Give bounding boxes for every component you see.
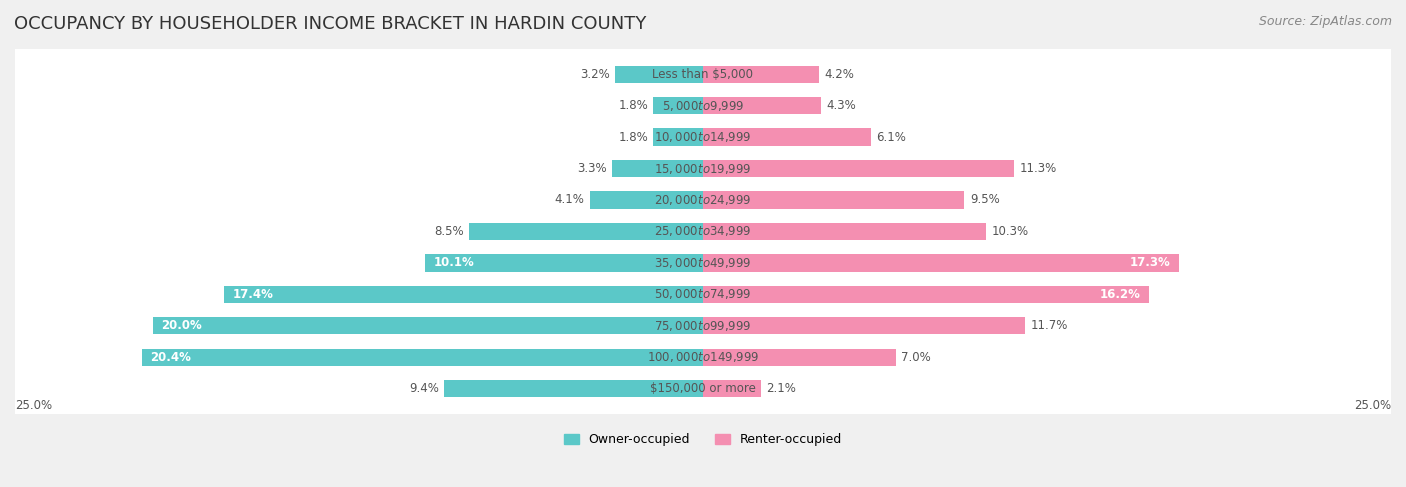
FancyBboxPatch shape (7, 330, 1399, 385)
Text: 3.2%: 3.2% (579, 68, 609, 81)
Text: 7.0%: 7.0% (901, 351, 931, 364)
Bar (703, 129, 870, 146)
Bar (425, 254, 703, 272)
Bar (703, 317, 1025, 335)
Text: 1.8%: 1.8% (619, 99, 648, 112)
Text: $15,000 to $19,999: $15,000 to $19,999 (654, 162, 752, 175)
Text: 20.0%: 20.0% (160, 319, 201, 332)
Bar (470, 223, 703, 240)
Text: Source: ZipAtlas.com: Source: ZipAtlas.com (1258, 15, 1392, 28)
Bar (654, 97, 703, 114)
Legend: Owner-occupied, Renter-occupied: Owner-occupied, Renter-occupied (558, 428, 848, 451)
Bar (703, 223, 987, 240)
Text: 17.3%: 17.3% (1130, 256, 1171, 269)
Bar (153, 317, 703, 335)
Text: $5,000 to $9,999: $5,000 to $9,999 (662, 99, 744, 112)
Text: 9.5%: 9.5% (970, 193, 1000, 206)
FancyBboxPatch shape (7, 267, 1399, 322)
FancyBboxPatch shape (7, 204, 1399, 259)
Bar (703, 349, 896, 366)
Text: 16.2%: 16.2% (1099, 288, 1140, 301)
Text: 3.3%: 3.3% (576, 162, 606, 175)
FancyBboxPatch shape (7, 141, 1399, 196)
FancyBboxPatch shape (7, 361, 1399, 416)
Bar (142, 349, 703, 366)
Text: $150,000 or more: $150,000 or more (650, 382, 756, 395)
Bar (703, 254, 1180, 272)
Text: 25.0%: 25.0% (15, 399, 52, 412)
Text: $100,000 to $149,999: $100,000 to $149,999 (647, 350, 759, 364)
Text: 11.7%: 11.7% (1031, 319, 1069, 332)
FancyBboxPatch shape (7, 235, 1399, 290)
Text: 1.8%: 1.8% (619, 131, 648, 144)
Bar (614, 66, 703, 83)
Text: 20.4%: 20.4% (150, 351, 191, 364)
FancyBboxPatch shape (7, 47, 1399, 102)
Text: 4.2%: 4.2% (824, 68, 853, 81)
Text: 2.1%: 2.1% (766, 382, 796, 395)
Text: 6.1%: 6.1% (876, 131, 907, 144)
Text: $10,000 to $14,999: $10,000 to $14,999 (654, 130, 752, 144)
Bar (224, 286, 703, 303)
Text: OCCUPANCY BY HOUSEHOLDER INCOME BRACKET IN HARDIN COUNTY: OCCUPANCY BY HOUSEHOLDER INCOME BRACKET … (14, 15, 647, 33)
FancyBboxPatch shape (7, 172, 1399, 227)
Text: $50,000 to $74,999: $50,000 to $74,999 (654, 287, 752, 301)
Bar (703, 380, 761, 397)
Bar (703, 66, 818, 83)
Text: 4.3%: 4.3% (827, 99, 856, 112)
Bar (591, 191, 703, 208)
Text: Less than $5,000: Less than $5,000 (652, 68, 754, 81)
Bar (703, 191, 965, 208)
Text: $35,000 to $49,999: $35,000 to $49,999 (654, 256, 752, 270)
Text: 11.3%: 11.3% (1019, 162, 1057, 175)
FancyBboxPatch shape (7, 110, 1399, 165)
Text: $25,000 to $34,999: $25,000 to $34,999 (654, 225, 752, 239)
Text: 25.0%: 25.0% (1354, 399, 1391, 412)
Text: $20,000 to $24,999: $20,000 to $24,999 (654, 193, 752, 207)
Bar (703, 97, 821, 114)
Bar (703, 160, 1014, 177)
Text: 10.3%: 10.3% (993, 225, 1029, 238)
Text: 10.1%: 10.1% (433, 256, 474, 269)
Text: 17.4%: 17.4% (232, 288, 273, 301)
Text: 9.4%: 9.4% (409, 382, 439, 395)
Bar (703, 286, 1149, 303)
Bar (444, 380, 703, 397)
FancyBboxPatch shape (7, 298, 1399, 354)
Text: $75,000 to $99,999: $75,000 to $99,999 (654, 319, 752, 333)
Bar (654, 129, 703, 146)
Bar (612, 160, 703, 177)
FancyBboxPatch shape (7, 78, 1399, 133)
Text: 4.1%: 4.1% (555, 193, 585, 206)
Text: 8.5%: 8.5% (434, 225, 464, 238)
